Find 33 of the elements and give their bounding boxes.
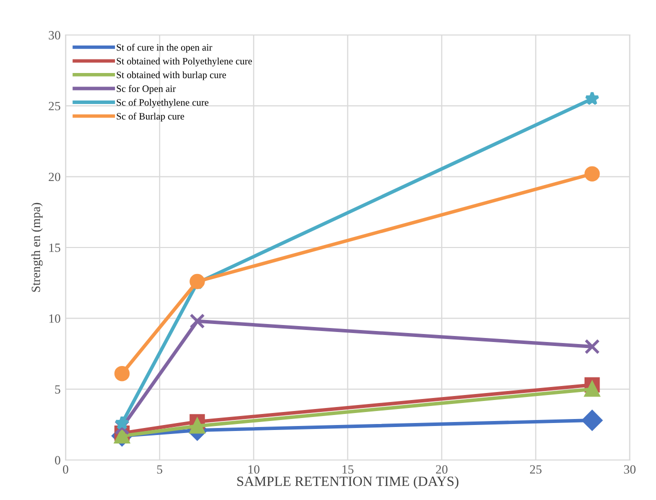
point [190,314,205,329]
x-tick-label: 10 [248,465,260,474]
legend-label: Sc for Open air [116,85,176,94]
y-tick-label: 15 [49,244,60,252]
legend-label: Sc of Polyethylene cure [116,98,208,108]
point [114,420,130,436]
y-tick-label: 30 [48,31,60,40]
point [584,166,600,182]
x-axis-title: SAMPLE RETENTION TIME (DAYS) [237,476,458,489]
legend-label: St of cure in the open air [116,44,212,53]
legend-label: Sc of Burlap cure [116,112,184,122]
point [114,416,130,430]
x-tick-label: 30 [624,465,636,474]
y-tick-label: 0 [54,456,60,464]
y-axis-title: Strength en (mpa) [31,202,43,292]
point [582,410,602,431]
x-tick-label: 5 [157,465,162,474]
point [114,428,130,444]
legend-label: St obtained with burlap cure [116,71,226,80]
point [114,366,130,382]
x-tick-label: 0 [62,465,68,474]
x-tick-label: 20 [436,465,448,474]
x-tick-label: 25 [530,465,542,474]
y-tick-label: 5 [55,385,60,394]
legend-label: St obtained with Polyethylene cure [116,58,252,66]
y-tick-label: 20 [48,172,60,182]
point [584,91,600,106]
point [584,339,600,354]
x-tick-label: 15 [342,465,354,474]
y-tick-label: 10 [49,314,60,323]
point [190,418,205,434]
point [584,382,600,397]
y-tick-label: 25 [48,102,60,110]
